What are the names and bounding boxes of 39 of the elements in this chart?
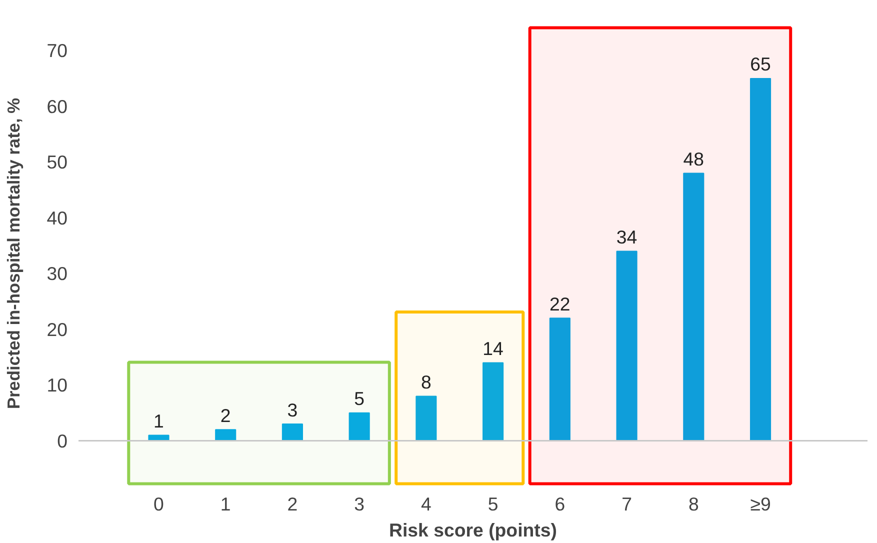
- x-tick-label: 7: [622, 494, 632, 514]
- bar: [683, 172, 704, 442]
- x-tick-label: 8: [688, 494, 699, 514]
- data-label: 34: [616, 226, 638, 248]
- y-tick-label: 60: [46, 96, 68, 117]
- data-label: 22: [550, 293, 570, 314]
- bar: [750, 78, 772, 442]
- bar: [616, 250, 638, 442]
- data-label: 3: [287, 399, 298, 420]
- bar: [416, 396, 437, 442]
- bar: [348, 412, 370, 442]
- x-tick-label: 1: [220, 494, 231, 514]
- x-tick-label: 4: [421, 494, 432, 514]
- data-label: 14: [482, 338, 504, 359]
- x-tick-label: 6: [554, 494, 566, 514]
- y-axis-title: Predicted in-hospital mortality rate, %: [4, 98, 24, 410]
- data-label: 65: [750, 54, 771, 75]
- y-tick-label: 20: [46, 318, 68, 340]
- y-tick-label: 70: [46, 40, 68, 62]
- x-tick-label: 0: [154, 494, 164, 514]
- y-tick-label: 50: [46, 152, 68, 173]
- y-tick-label: 0: [57, 430, 68, 452]
- bar: [282, 424, 303, 442]
- x-tick-label: 3: [354, 494, 365, 514]
- x-tick-label: 2: [287, 494, 298, 514]
- data-label: 8: [421, 371, 432, 392]
- x-tick-label: ≥9: [750, 494, 771, 514]
- bar: [215, 429, 236, 442]
- data-label: 48: [683, 148, 704, 170]
- data-label: 2: [220, 404, 231, 426]
- bar: [549, 318, 570, 442]
- data-label: 5: [354, 388, 365, 410]
- bar: [482, 362, 504, 442]
- y-tick-label: 30: [46, 263, 68, 284]
- x-axis-title: Risk score (points): [389, 520, 557, 540]
- y-tick-label: 10: [46, 374, 68, 396]
- y-tick-label: 40: [46, 207, 68, 228]
- x-tick-label: 5: [488, 494, 498, 514]
- data-label: 1: [154, 410, 164, 432]
